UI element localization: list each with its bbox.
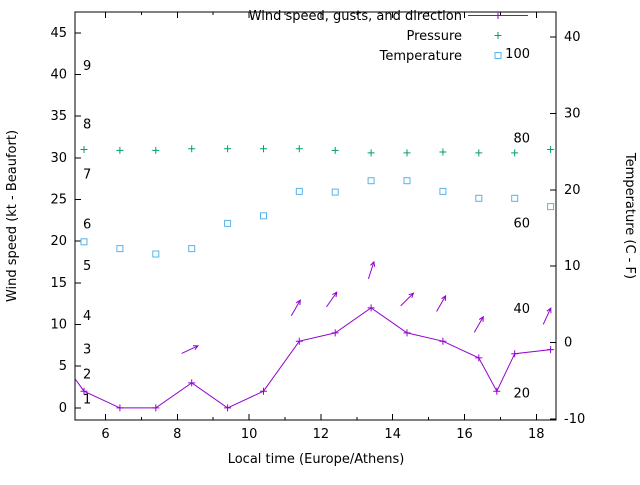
svg-text:18: 18 bbox=[528, 427, 545, 442]
svg-text:16: 16 bbox=[456, 427, 473, 442]
svg-text:1: 1 bbox=[83, 393, 91, 408]
svg-text:30: 30 bbox=[564, 107, 581, 122]
svg-text:10: 10 bbox=[50, 318, 67, 333]
svg-text:20: 20 bbox=[513, 387, 530, 402]
fahrenheit-scale-labels: 20 40 60 80 100 bbox=[505, 47, 530, 402]
wind-series bbox=[74, 304, 555, 412]
wind-direction-arrows bbox=[181, 260, 552, 354]
legend-markers bbox=[468, 12, 528, 59]
legend-label-pressure: Pressure bbox=[406, 29, 462, 44]
svg-text:35: 35 bbox=[50, 109, 67, 124]
svg-text:2: 2 bbox=[83, 368, 91, 383]
svg-text:20: 20 bbox=[564, 183, 581, 198]
x-axis-title: Local time (Europe/Athens) bbox=[228, 452, 405, 467]
svg-text:8: 8 bbox=[173, 427, 181, 442]
beaufort-scale-labels: 1 2 3 4 5 6 7 8 9 bbox=[83, 59, 91, 407]
svg-text:6: 6 bbox=[101, 427, 109, 442]
pressure-series bbox=[80, 145, 555, 157]
svg-text:9: 9 bbox=[83, 59, 91, 74]
svg-text:6: 6 bbox=[83, 218, 91, 233]
svg-text:20: 20 bbox=[50, 234, 67, 249]
svg-text:10: 10 bbox=[241, 427, 258, 442]
svg-text:45: 45 bbox=[50, 26, 67, 41]
left-axis-title: Wind speed (kt - Beaufort) bbox=[5, 130, 20, 302]
svg-text:4: 4 bbox=[83, 309, 91, 324]
svg-text:5: 5 bbox=[59, 359, 67, 374]
svg-text:5: 5 bbox=[83, 259, 91, 274]
svg-text:60: 60 bbox=[513, 216, 530, 231]
svg-text:40: 40 bbox=[564, 30, 581, 45]
svg-text:15: 15 bbox=[50, 276, 67, 291]
svg-text:40: 40 bbox=[513, 302, 530, 317]
svg-text:12: 12 bbox=[313, 427, 330, 442]
svg-text:25: 25 bbox=[50, 193, 67, 208]
svg-text:14: 14 bbox=[384, 427, 401, 442]
svg-text:-10: -10 bbox=[564, 412, 585, 427]
svg-text:30: 30 bbox=[50, 151, 67, 166]
svg-text:7: 7 bbox=[83, 168, 91, 183]
svg-text:0: 0 bbox=[564, 336, 572, 351]
svg-text:0: 0 bbox=[59, 401, 67, 416]
svg-text:80: 80 bbox=[513, 132, 530, 147]
svg-text:8: 8 bbox=[83, 118, 91, 133]
svg-text:10: 10 bbox=[564, 259, 581, 274]
svg-text:100: 100 bbox=[505, 47, 530, 62]
svg-text:3: 3 bbox=[83, 343, 91, 358]
axes: 6 8 10 12 14 16 18051015202530354045-100102030… bbox=[50, 11, 585, 442]
right-axis-title: Temperature (C - F) bbox=[622, 152, 637, 279]
legend-label-temperature: Temperature bbox=[379, 49, 462, 64]
svg-text:40: 40 bbox=[50, 68, 67, 83]
plot-layer: 6 8 10 12 14 16 18051015202530354045-100102030… bbox=[50, 11, 585, 442]
temperature-series bbox=[80, 177, 555, 258]
legend-label-wind: Wind speed, gusts, and direction bbox=[249, 9, 462, 24]
